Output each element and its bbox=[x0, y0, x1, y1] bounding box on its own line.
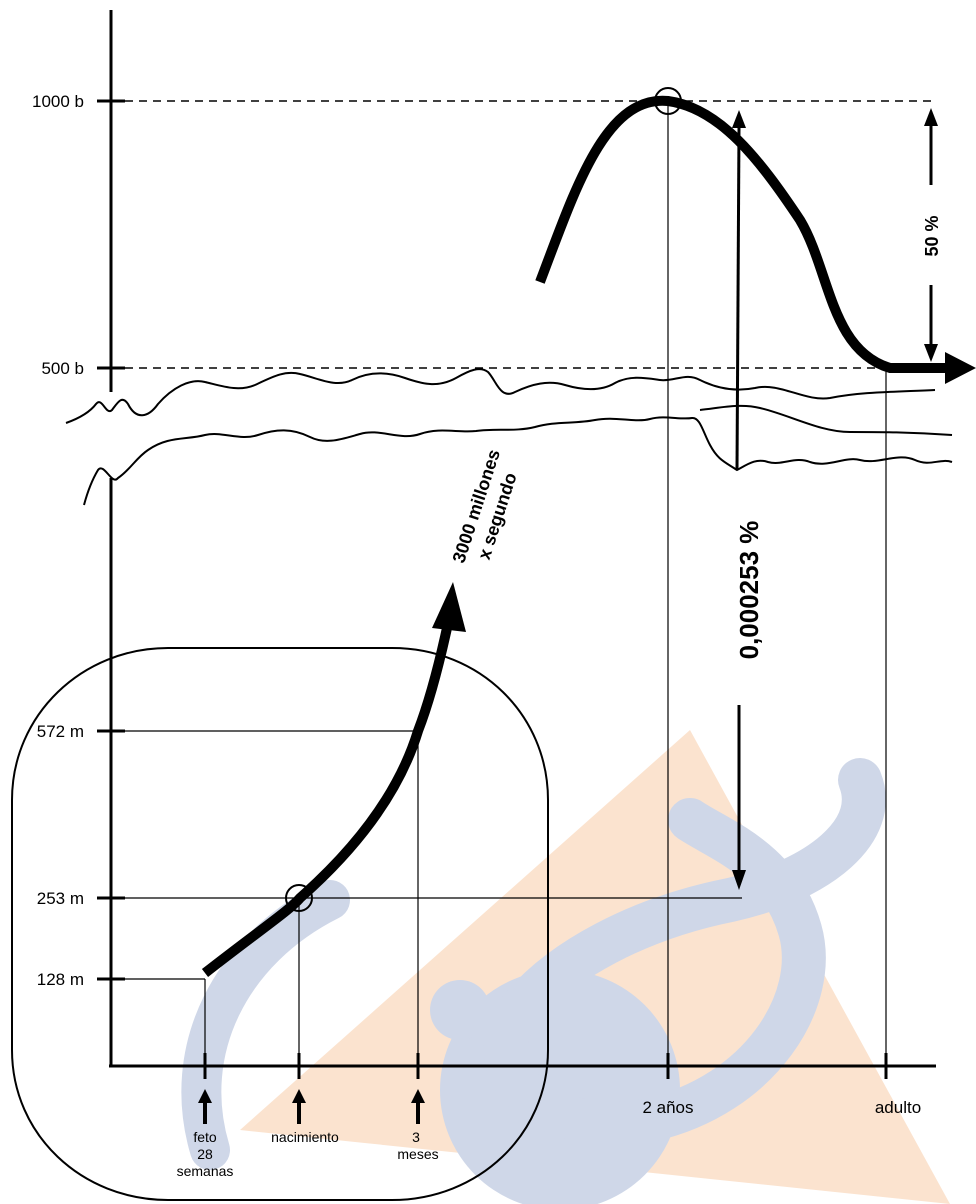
x-tick-label-2anos: 2 años bbox=[642, 1098, 693, 1117]
y-tick-label-128m: 128 m bbox=[37, 970, 84, 989]
series-lower-line bbox=[201, 626, 452, 977]
point-2anos-1000b bbox=[654, 87, 682, 115]
series-lower-arrowhead bbox=[432, 582, 466, 632]
annotation-ratio: 0,000253 % bbox=[734, 521, 764, 660]
x-tick-label-nacimiento: nacimiento bbox=[271, 1129, 339, 1145]
y-tick-label-253m: 253 m bbox=[37, 889, 84, 908]
logo-dot bbox=[430, 980, 490, 1040]
annotation-decline: 50 % bbox=[922, 215, 942, 256]
ratio-arrow-up bbox=[732, 110, 746, 471]
decline-arrow-down bbox=[924, 285, 938, 362]
axis-break-line-bottom bbox=[83, 404, 953, 506]
x-tick-label-3meses-2: meses bbox=[397, 1146, 438, 1162]
series-upper-arrowhead bbox=[945, 352, 976, 384]
y-tick-label-572m: 572 m bbox=[37, 722, 84, 741]
x-tick-label-adulto: adulto bbox=[875, 1098, 921, 1117]
axis-break-line-top bbox=[65, 368, 936, 424]
x-tick-label-feto-1: feto bbox=[193, 1129, 217, 1145]
y-tick-label-1000b: 1000 b bbox=[32, 92, 84, 111]
x-arrow-nacimiento bbox=[292, 1089, 306, 1124]
ratio-arrow-down bbox=[732, 705, 746, 890]
early-life-frame bbox=[11, 647, 549, 1201]
x-tick-label-feto-2: 28 bbox=[197, 1146, 213, 1162]
x-arrow-feto bbox=[198, 1089, 212, 1124]
x-tick-label-feto-3: semanas bbox=[177, 1163, 234, 1179]
logo-arc-left bbox=[181, 880, 350, 1170]
point-nacimiento-253m bbox=[285, 884, 313, 912]
x-tick-label-3meses-1: 3 bbox=[412, 1129, 420, 1145]
decline-arrow-up bbox=[924, 108, 938, 185]
x-arrow-3meses bbox=[411, 1089, 425, 1124]
y-tick-label-500b: 500 b bbox=[41, 359, 84, 378]
series-upper-line bbox=[535, 95, 945, 373]
